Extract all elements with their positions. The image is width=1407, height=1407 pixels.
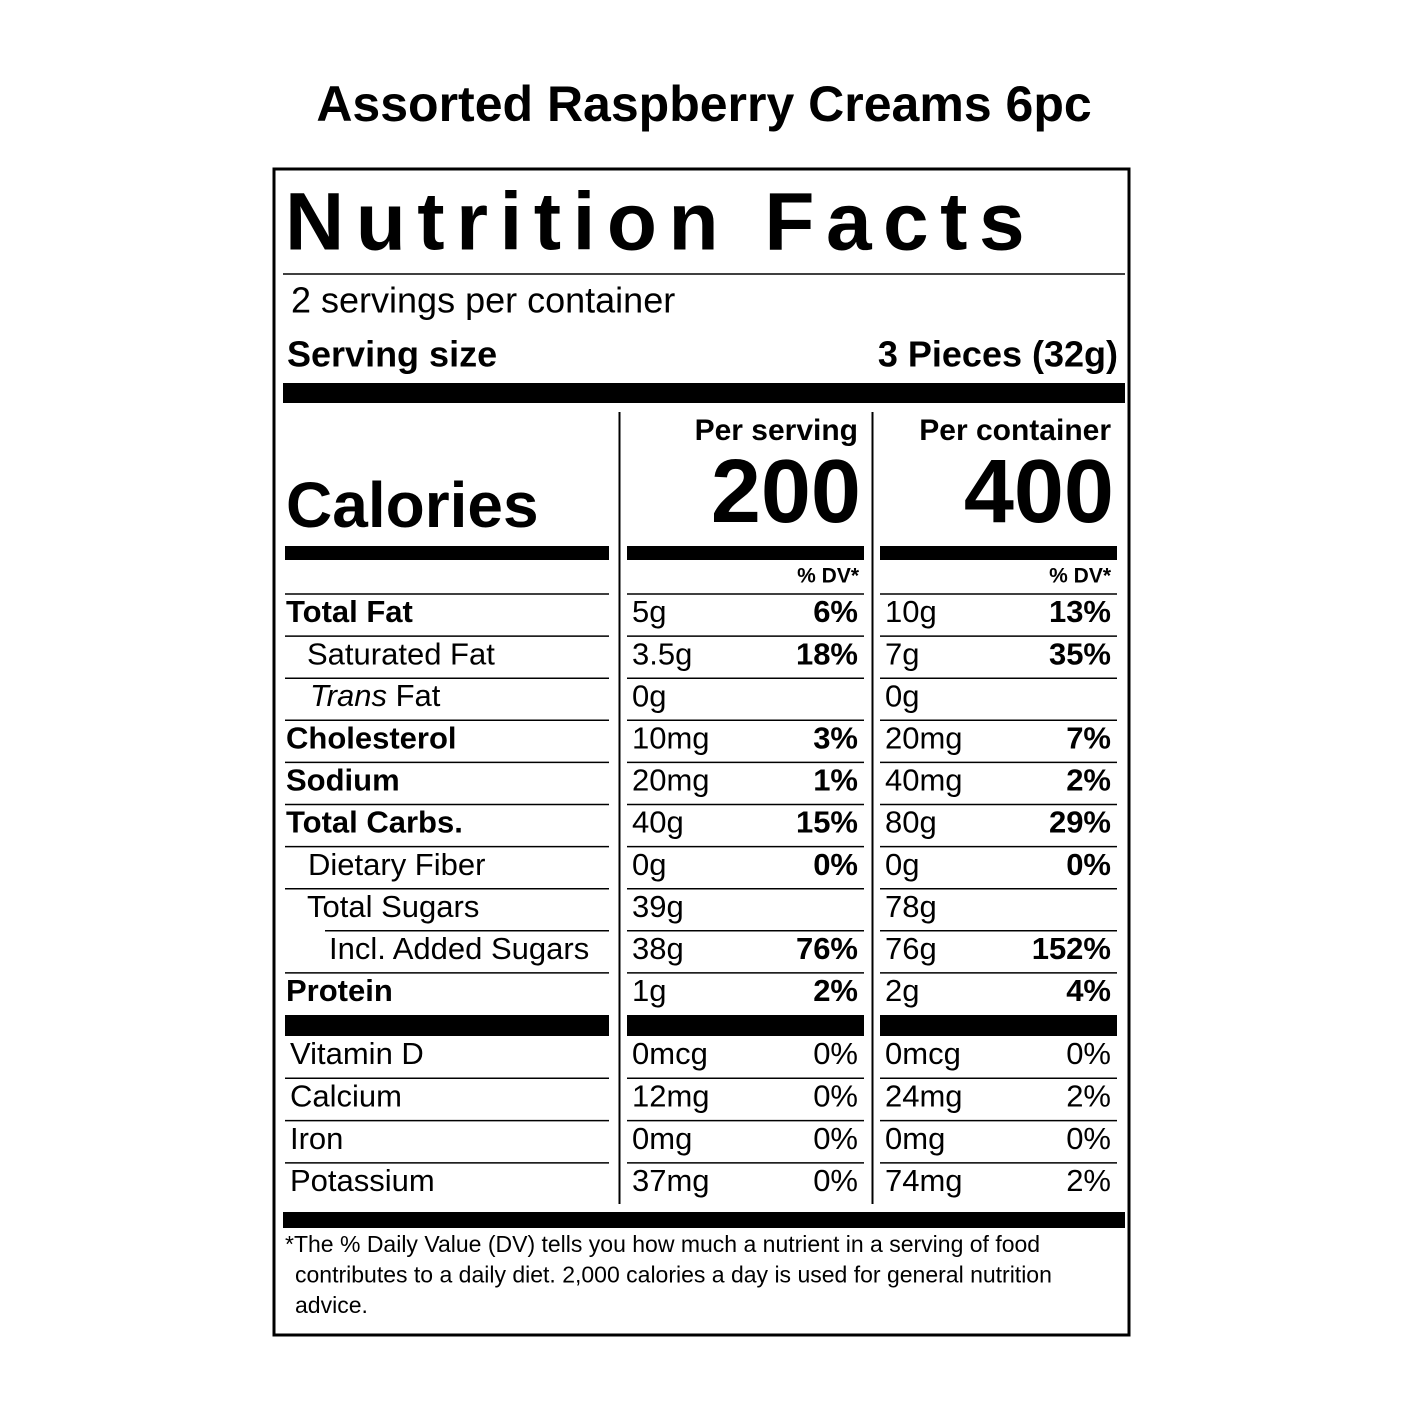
- serving-amount: 38g: [632, 931, 684, 966]
- nutrient-name: Vitamin D: [290, 1036, 424, 1071]
- thick-bar: [283, 383, 1125, 403]
- nutrient-name: Protein: [286, 973, 393, 1008]
- container-amount: 76g: [885, 931, 937, 966]
- serving-amount: 3.5g: [632, 636, 692, 671]
- container-dv: 2%: [1066, 1078, 1111, 1113]
- serving-dv: 0%: [813, 1121, 858, 1156]
- nutrient-name: Incl. Added Sugars: [329, 931, 589, 966]
- footnote-line: *The % Daily Value (DV) tells you how mu…: [285, 1231, 1040, 1257]
- serving-amount: 0g: [632, 847, 666, 882]
- container-amount: 78g: [885, 889, 937, 924]
- container-amount: 40mg: [885, 763, 963, 798]
- container-amount: 0g: [885, 847, 919, 882]
- container-dv: 0%: [1066, 847, 1111, 882]
- serving-dv: 6%: [813, 594, 858, 629]
- container-amount: 0mcg: [885, 1036, 961, 1071]
- nutrient-name: Dietary Fiber: [308, 847, 485, 882]
- container-dv: 13%: [1049, 594, 1111, 629]
- product-title: Assorted Raspberry Creams 6pc: [316, 76, 1091, 132]
- serving-amount: 20mg: [632, 763, 710, 798]
- serving-dv: 3%: [813, 720, 858, 755]
- container-amount: 74mg: [885, 1163, 963, 1198]
- thick-bar: [283, 1212, 1125, 1228]
- serving-amount: 39g: [632, 889, 684, 924]
- serving-dv: 15%: [796, 805, 858, 840]
- container-amount: 0g: [885, 678, 919, 713]
- serving-amount: 37mg: [632, 1163, 710, 1198]
- footnote-line: advice.: [295, 1292, 368, 1318]
- nutrient-name: Cholesterol: [286, 720, 457, 755]
- nutrient-name: Total Fat: [286, 594, 413, 629]
- container-amount: 20mg: [885, 720, 963, 755]
- serving-amount: 0g: [632, 678, 666, 713]
- serving-amount: 1g: [632, 973, 666, 1008]
- serving-size-value: 3 Pieces (32g): [878, 334, 1118, 375]
- per-container-calories: 400: [964, 442, 1114, 542]
- thick-bar: [627, 1015, 864, 1036]
- serving-dv: 18%: [796, 636, 858, 671]
- container-dv: 35%: [1049, 636, 1111, 671]
- serving-size-label: Serving size: [287, 334, 497, 375]
- footnote-line: contributes to a daily diet. 2,000 calor…: [295, 1262, 1052, 1288]
- nutrient-name-rest: Fat: [387, 678, 441, 713]
- container-amount: 2g: [885, 973, 919, 1008]
- serving-dv: 0%: [813, 847, 858, 882]
- serving-dv: 2%: [813, 973, 858, 1008]
- container-amount: 7g: [885, 636, 919, 671]
- container-dv: 0%: [1066, 1121, 1111, 1156]
- container-dv: 152%: [1032, 931, 1111, 966]
- dv-header: % DV*: [1049, 565, 1112, 588]
- per-serving-calories: 200: [711, 442, 861, 542]
- nutrient-name: Calcium: [290, 1078, 402, 1113]
- container-amount: 80g: [885, 805, 937, 840]
- serving-amount: 12mg: [632, 1078, 710, 1113]
- serving-dv: 76%: [796, 931, 858, 966]
- serving-dv: 0%: [813, 1163, 858, 1198]
- container-amount: 0mg: [885, 1121, 945, 1156]
- serving-amount: 5g: [632, 594, 666, 629]
- container-amount: 10g: [885, 594, 937, 629]
- serving-amount: 0mg: [632, 1121, 692, 1156]
- nutrient-name-italic: Trans: [310, 678, 387, 713]
- nutrient-name: Trans Fat: [310, 678, 441, 713]
- per-serving-header: Per serving: [695, 414, 858, 447]
- serving-amount: 40g: [632, 805, 684, 840]
- thick-bar: [285, 546, 609, 560]
- nutrient-name: Potassium: [290, 1163, 435, 1198]
- dv-header: % DV*: [797, 565, 860, 588]
- serving-amount: 0mcg: [632, 1036, 708, 1071]
- container-dv: 0%: [1066, 1036, 1111, 1071]
- calories-label: Calories: [286, 469, 539, 541]
- container-dv: 4%: [1066, 973, 1111, 1008]
- servings-per-container: 2 servings per container: [291, 280, 675, 321]
- container-dv: 2%: [1066, 763, 1111, 798]
- serving-dv: 0%: [813, 1078, 858, 1113]
- thick-bar: [880, 1015, 1117, 1036]
- container-dv: 29%: [1049, 805, 1111, 840]
- thick-bar: [880, 546, 1117, 560]
- container-dv: 2%: [1066, 1163, 1111, 1198]
- nutrient-name: Total Sugars: [307, 889, 479, 924]
- serving-amount: 10mg: [632, 720, 710, 755]
- nutrient-name: Sodium: [286, 763, 400, 798]
- label-border: [272, 167, 1131, 1337]
- thick-bar: [285, 1015, 609, 1036]
- nutrient-name: Total Carbs.: [286, 805, 463, 840]
- container-amount: 24mg: [885, 1078, 963, 1113]
- heading: Nutrition Facts: [285, 177, 1036, 268]
- container-dv: 7%: [1066, 720, 1111, 755]
- nutrient-name: Saturated Fat: [307, 636, 495, 671]
- serving-dv: 1%: [813, 763, 858, 798]
- serving-dv: 0%: [813, 1036, 858, 1071]
- thick-bar: [627, 546, 864, 560]
- nutrient-name: Iron: [290, 1121, 343, 1156]
- per-container-header: Per container: [919, 414, 1111, 447]
